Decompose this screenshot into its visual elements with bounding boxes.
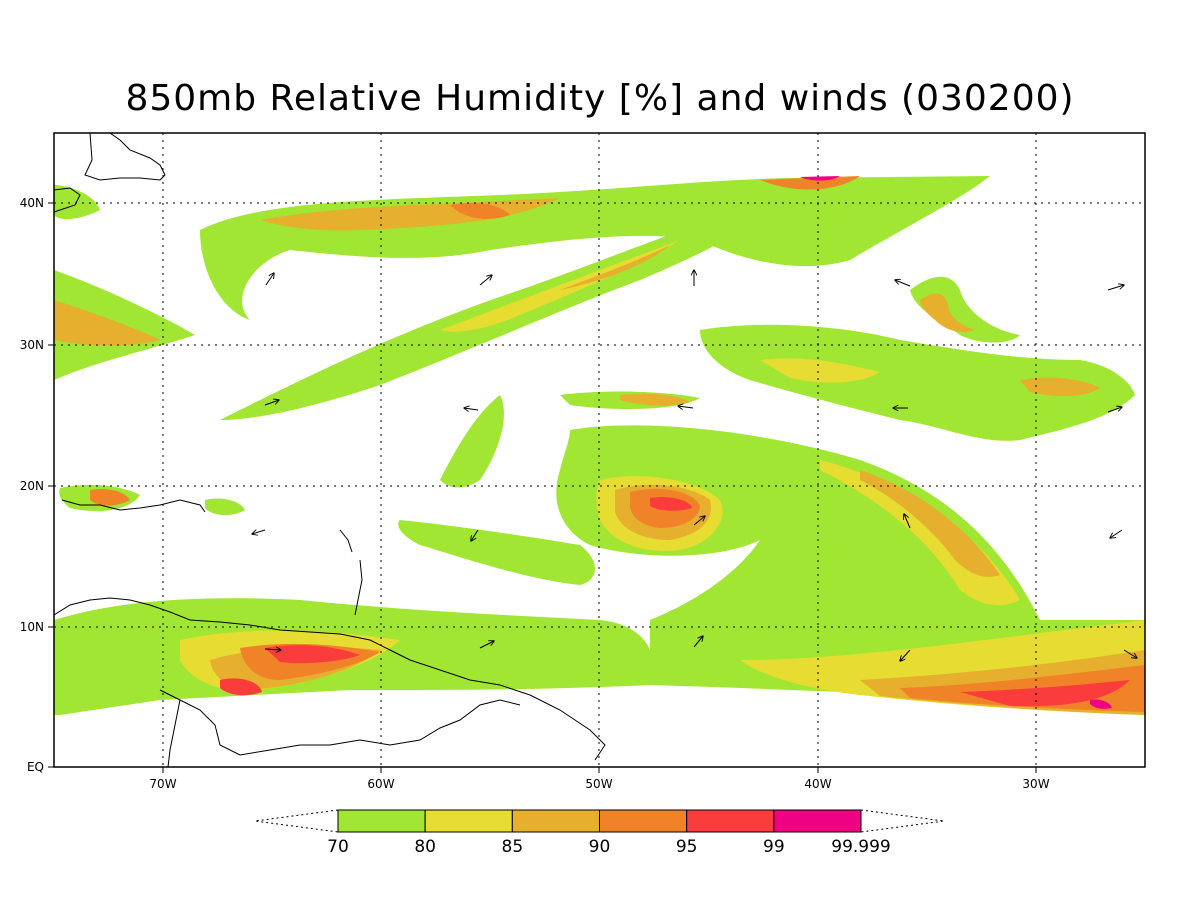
colorbar-level-label: 95 <box>676 837 698 857</box>
wind-vector <box>1110 529 1123 538</box>
lat-label-eq: EQ <box>27 760 44 774</box>
colorbar: 70 80 85 90 95 99 99.999 <box>254 809 945 857</box>
wind-vector <box>265 273 274 286</box>
wind-vector <box>1107 407 1122 413</box>
lat-label-30n: 30N <box>20 338 44 352</box>
colorbar-swatch <box>599 809 688 833</box>
colorbar-level-label: 70 <box>327 837 349 857</box>
wind-vector <box>264 400 279 406</box>
wind-vectors <box>252 270 1137 661</box>
colorbar-swatch <box>337 809 426 833</box>
lon-label-40w: 40W <box>804 777 831 791</box>
lon-label-30w: 30W <box>1022 777 1049 791</box>
wind-vector <box>252 529 266 534</box>
humidity-band-north <box>200 176 990 320</box>
colorbar-swatch <box>773 809 862 833</box>
wind-vector <box>900 649 911 661</box>
gridlines <box>54 133 1145 767</box>
colorbar-level-label: 85 <box>502 837 524 857</box>
colorbar-swatch <box>686 809 775 833</box>
colorbar-left-extension <box>254 809 339 833</box>
colorbar-level-label: 90 <box>589 837 611 857</box>
colorbar-level-label: 99.999 <box>831 837 890 857</box>
wind-vector <box>471 529 479 541</box>
lon-label-60w: 60W <box>367 777 394 791</box>
colorbar-swatch <box>511 809 600 833</box>
wind-vector <box>479 275 492 286</box>
wind-vector <box>479 641 494 649</box>
wind-vector <box>1107 285 1124 291</box>
colorbar-right-extension <box>860 809 945 833</box>
lat-label-40n: 40N <box>20 196 44 210</box>
lon-label-50w: 50W <box>585 777 612 791</box>
colorbar-level-label: 80 <box>414 837 436 857</box>
wind-vector <box>1123 649 1137 658</box>
wind-vector <box>693 636 703 648</box>
lat-label-10n: 10N <box>20 620 44 634</box>
wind-vector <box>264 649 281 650</box>
wind-vector <box>895 280 911 287</box>
wind-vector <box>693 516 705 526</box>
colorbar-level-label: 99 <box>763 837 785 857</box>
wind-vector <box>904 514 911 529</box>
coastlines <box>54 133 606 767</box>
map-title: 850mb Relative Humidity [%] and winds (0… <box>125 78 1075 119</box>
wind-vector <box>678 406 694 408</box>
wind-vector <box>464 408 479 410</box>
lat-label-20n: 20N <box>20 479 44 493</box>
axis-ticks <box>48 202 1037 773</box>
humidity-field <box>54 176 1145 715</box>
lon-label-70w: 70W <box>149 777 176 791</box>
colorbar-swatch <box>424 809 513 833</box>
